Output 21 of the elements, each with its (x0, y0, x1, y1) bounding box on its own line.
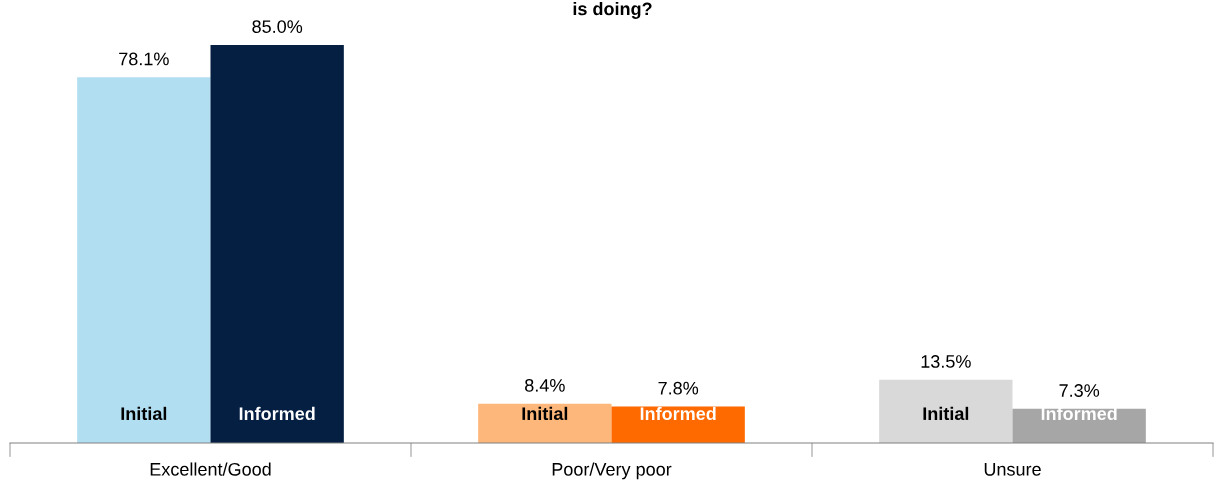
x-tick-label: Excellent/Good (150, 462, 271, 476)
bar (611, 406, 745, 443)
x-tick-label: Unsure (984, 463, 1041, 476)
series-label: Initial (522, 406, 568, 421)
text: Initial (923, 406, 969, 421)
series-label: Informed (640, 406, 716, 421)
bar (77, 77, 211, 443)
chart-title: is doing? (573, 2, 652, 19)
text: Informed (1041, 406, 1117, 421)
bar (879, 379, 1013, 443)
text: Initial (121, 406, 167, 421)
x-tick-label: Poor/Very poor (552, 462, 672, 480)
bar (210, 44, 344, 443)
data-label: 85.0% (252, 20, 303, 33)
data-label: 13.5% (921, 355, 971, 368)
data-label: 7.8% (658, 381, 699, 395)
bar (478, 403, 612, 443)
data-label: 78.1% (119, 52, 169, 66)
data-label: 7.3% (1059, 384, 1100, 397)
text: Informed (239, 406, 315, 421)
data-label: 8.4% (525, 378, 565, 392)
